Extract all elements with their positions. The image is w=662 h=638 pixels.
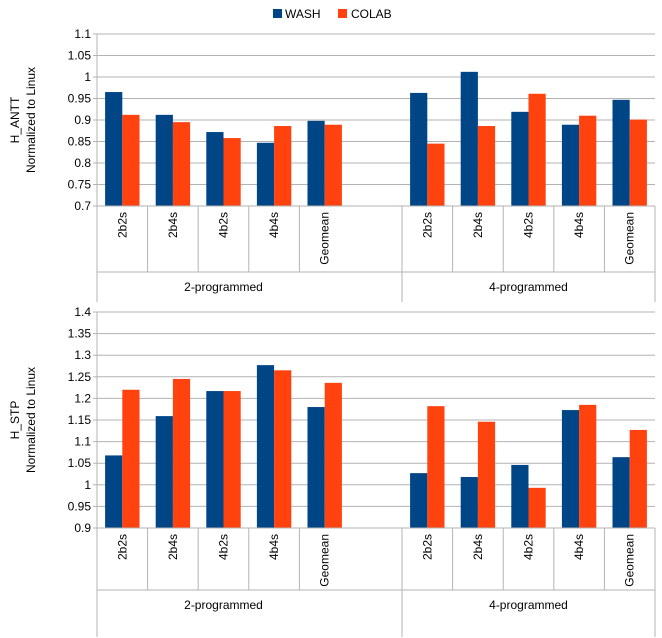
y-tick-label: 0.9 — [74, 521, 91, 535]
x-group-label: 2-programmed — [184, 280, 263, 294]
legend-swatch-colab — [338, 9, 347, 18]
bar-colab — [579, 404, 597, 528]
bar-colab — [579, 115, 597, 206]
bar-colab — [477, 126, 496, 206]
y-tick-label: 1.2 — [74, 391, 91, 405]
bar-colab — [427, 406, 445, 528]
bar-colab — [477, 421, 496, 528]
bar-wash — [612, 457, 630, 528]
y-tick-label: 0.75 — [68, 178, 92, 192]
bar-wash — [105, 455, 123, 528]
bar-wash — [307, 120, 325, 206]
bar-wash — [410, 92, 428, 206]
bar-wash — [256, 142, 275, 206]
y-tick-label: 1.1 — [74, 435, 91, 449]
x-category-label: 4b2s — [217, 534, 231, 560]
bar-colab — [172, 378, 191, 528]
y-tick-label: 1.35 — [68, 327, 92, 341]
x-category-label: 4b4s — [267, 534, 281, 560]
x-category-label: 4b2s — [522, 212, 536, 238]
x-category-label: Geomean — [623, 212, 637, 265]
y-tick-label: 1.1 — [74, 27, 91, 41]
y-axis-label: H_STP — [8, 401, 22, 440]
legend-swatch-wash — [273, 9, 282, 18]
bar-wash — [511, 464, 529, 528]
x-category-label: 2b4s — [166, 534, 180, 560]
y-tick-label: 1 — [84, 478, 91, 492]
x-category-label: 2b4s — [471, 212, 485, 238]
bar-wash — [460, 477, 478, 528]
y-tick-label: 1.25 — [68, 370, 92, 384]
bar-wash — [511, 111, 529, 206]
y-tick-label: 1 — [84, 70, 91, 84]
y-tick-label: 1.05 — [68, 456, 92, 470]
x-group-label: 4-programmed — [489, 598, 568, 612]
bar-colab — [528, 93, 546, 206]
bar-colab — [324, 124, 342, 206]
x-category-label: 2b4s — [166, 212, 180, 238]
x-category-label: Geomean — [623, 534, 637, 587]
y-tick-label: 0.85 — [68, 135, 92, 149]
bar-colab — [324, 382, 342, 528]
panel-stp: 0.9 0.95 1 1.05 1.1 1.15 1.2 1.25 1.3 1.35 1.4 H_ST… — [8, 305, 656, 637]
bar-wash — [561, 124, 580, 206]
y-axis-label-secondary: Normalized to Linux — [24, 367, 38, 473]
x-category-label: Geomean — [318, 534, 332, 587]
x-category-label: 4b4s — [267, 212, 281, 238]
bar-wash — [307, 407, 325, 528]
x-category-label: 2b4s — [471, 534, 485, 560]
y-tick-label: 1.4 — [74, 305, 91, 319]
bar-colab — [172, 122, 191, 206]
x-category-label: 2b2s — [115, 534, 129, 560]
bar-colab — [122, 389, 140, 528]
legend-label-colab: COLAB — [351, 7, 392, 21]
bar-colab — [223, 391, 241, 528]
x-group-label: 2-programmed — [184, 598, 263, 612]
y-tick-label: 0.9 — [74, 113, 91, 127]
x-group-label: 4-programmed — [489, 280, 568, 294]
x-category-label: 4b4s — [572, 212, 586, 238]
bar-wash — [256, 365, 275, 528]
bar-colab — [274, 126, 292, 206]
legend-label-wash: WASH — [285, 7, 321, 21]
y-tick-label: 0.95 — [68, 92, 92, 106]
y-tick-label: 0.95 — [68, 499, 92, 513]
bar-wash — [206, 391, 224, 528]
bar-colab — [629, 429, 647, 528]
y-tick-label: 0.8 — [74, 156, 91, 170]
bar-wash — [460, 71, 478, 206]
x-category-label: 4b2s — [217, 212, 231, 238]
bar-colab — [427, 143, 445, 206]
bar-colab — [528, 487, 546, 528]
y-tick-label: 1.15 — [68, 413, 92, 427]
x-category-label: 4b4s — [572, 534, 586, 560]
bar-wash — [410, 473, 428, 528]
bar-colab — [223, 138, 241, 206]
panel-antt: 0.7 0.75 0.8 0.85 0.9 0.95 1 1.05 1.1 H_ANTT Norma… — [8, 27, 656, 302]
y-axis-label: H_ANTT — [8, 96, 22, 143]
bar-colab — [629, 119, 647, 206]
x-category-label: 2b2s — [420, 212, 434, 238]
y-axis-label-secondary: Normalized to Linux — [24, 67, 38, 173]
bar-colab — [122, 114, 140, 206]
bar-wash — [612, 99, 630, 206]
legend: WASH COLAB — [273, 7, 392, 21]
bar-wash — [155, 114, 173, 206]
x-category-label: 4b2s — [522, 534, 536, 560]
x-category-label: Geomean — [318, 212, 332, 265]
bar-wash — [561, 410, 580, 528]
x-category-label: 2b2s — [420, 534, 434, 560]
y-tick-label: 0.7 — [74, 199, 91, 213]
bar-wash — [155, 416, 173, 528]
bar-wash — [206, 132, 224, 206]
y-tick-label: 1.3 — [74, 348, 91, 362]
x-category-label: 2b2s — [115, 212, 129, 238]
bar-wash — [105, 92, 123, 206]
bar-colab — [274, 370, 292, 528]
y-tick-label: 1.05 — [68, 49, 92, 63]
